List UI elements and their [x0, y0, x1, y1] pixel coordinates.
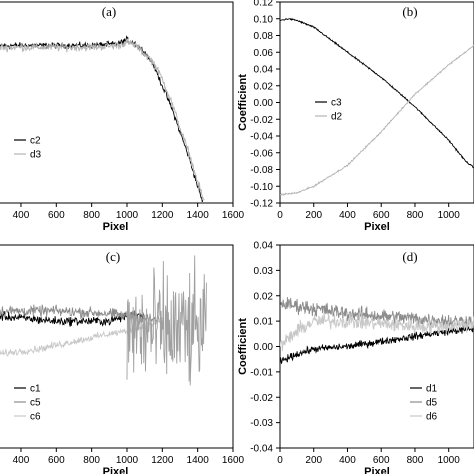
y-tick-label: 0.00 — [254, 342, 274, 353]
legend-entry-c5: c5 — [30, 398, 41, 409]
y-tick-label: 0.04 — [254, 65, 274, 76]
y-tick-label: 0.01 — [254, 317, 274, 328]
series-group — [0, 255, 207, 386]
x-tick-label: 0 — [277, 455, 283, 466]
y-tick-label: -0.04 — [250, 132, 273, 143]
x-tick-label: 1200 — [151, 455, 174, 466]
x-axis-label: Pixel — [103, 466, 129, 474]
panel-a: 400 600 800 1000 1200 1400 1600 Pixel (a) c2 d3 — [0, 1, 245, 233]
plot-frame — [0, 1, 234, 204]
y-tick-label: -0.10 — [250, 182, 273, 193]
y-tick-label: 0.08 — [254, 31, 274, 42]
panel-label: (a) — [102, 4, 116, 19]
y-tick-label: -0.03 — [250, 418, 273, 429]
x-tick-label: 600 — [373, 455, 390, 466]
legend-entry-c3: c3 — [331, 98, 342, 109]
legend-entry-d3: d3 — [30, 150, 42, 161]
panel-label: (b) — [402, 4, 417, 19]
y-tick-label: 0.12 — [254, 0, 274, 9]
y-tick-label: -0.08 — [250, 165, 273, 176]
y-tick-label: -0.01 — [250, 367, 273, 378]
x-tick-label: 1400 — [187, 455, 210, 466]
panel-d: 0 200 400 600 800 1000 -0.04 -0.03 -0.02 -0.01 0.0… — [237, 241, 474, 474]
panel-c: 400 600 800 1000 1200 1400 1600 Pixel (c) c1 c5 c6 — [0, 244, 245, 474]
x-tick-label: 0 — [277, 210, 283, 221]
series-group — [280, 17, 474, 197]
y-tick-label: -0.02 — [250, 115, 273, 126]
series-line-c2 — [0, 35, 204, 202]
x-tick-label: 200 — [305, 455, 322, 466]
x-tick-label: 1600 — [222, 210, 245, 221]
x-tick-label: 1600 — [222, 455, 245, 466]
legend-entry-d2: d2 — [331, 112, 343, 123]
legend-entry-c2: c2 — [30, 136, 41, 147]
x-tick-label: 1200 — [151, 210, 174, 221]
x-tick-label: 1000 — [438, 210, 461, 221]
x-tick-label: 600 — [48, 210, 65, 221]
y-tick-label: 0.02 — [254, 291, 274, 302]
legend-entry-c6: c6 — [30, 412, 41, 423]
x-tick-label: 400 — [339, 210, 356, 221]
y-tick-label: -0.12 — [250, 199, 273, 210]
x-tick-label: 1000 — [116, 210, 139, 221]
panel-b: 0 200 400 600 800 1000 -0.12 -0.10 -0.08 -0.06 -0.… — [237, 0, 474, 233]
x-axis-label: Pixel — [364, 221, 390, 233]
y-tick-label: 0.02 — [254, 81, 274, 92]
legend-entry-c1: c1 — [30, 384, 41, 395]
y-tick-label: -0.06 — [250, 148, 273, 159]
y-axis-label: Coefficient — [237, 74, 249, 131]
series-group — [280, 296, 474, 364]
x-tick-label: 400 — [13, 210, 30, 221]
plot-frame — [279, 244, 474, 449]
series-line-d6 — [280, 312, 474, 351]
series-line-d1 — [280, 325, 474, 364]
y-tick-label: 0.10 — [254, 14, 274, 25]
legend-entry-d5: d5 — [426, 398, 438, 409]
x-tick-label: 800 — [83, 210, 100, 221]
x-tick-label: 400 — [13, 455, 30, 466]
x-tick-label: 200 — [305, 210, 322, 221]
x-tick-label: 600 — [48, 455, 65, 466]
y-tick-label: 0.03 — [254, 266, 274, 277]
plot-frame — [0, 244, 234, 449]
x-tick-label: 1000 — [116, 455, 139, 466]
x-tick-label: 800 — [407, 210, 424, 221]
panel-label: (c) — [106, 249, 120, 264]
series-line-d2 — [280, 44, 474, 197]
series-line-d3 — [0, 38, 205, 201]
y-axis-label: Coefficient — [237, 318, 249, 375]
x-tick-label: 400 — [339, 455, 356, 466]
y-tick-label: -0.02 — [250, 393, 273, 404]
x-tick-label: 800 — [407, 455, 424, 466]
y-tick-label: 0.00 — [254, 98, 274, 109]
series-line-unlabeled-3 — [126, 255, 207, 386]
series-group — [0, 35, 205, 202]
y-tick-label: 0.04 — [254, 241, 274, 252]
x-axis-label: Pixel — [364, 466, 390, 474]
y-tick-label: 0.06 — [254, 48, 274, 59]
series-line-d5 — [280, 296, 474, 329]
x-tick-label: 800 — [83, 455, 100, 466]
x-tick-label: 1400 — [187, 210, 210, 221]
x-tick-label: 1000 — [438, 455, 461, 466]
legend-entry-d1: d1 — [426, 384, 438, 395]
plot-frame — [279, 1, 474, 204]
series-line-c3 — [280, 17, 474, 169]
x-tick-label: 600 — [373, 210, 390, 221]
legend-entry-d6: d6 — [426, 412, 438, 423]
y-tick-label: -0.04 — [250, 444, 273, 455]
x-axis-label: Pixel — [103, 221, 129, 233]
panel-label: (d) — [402, 249, 417, 264]
